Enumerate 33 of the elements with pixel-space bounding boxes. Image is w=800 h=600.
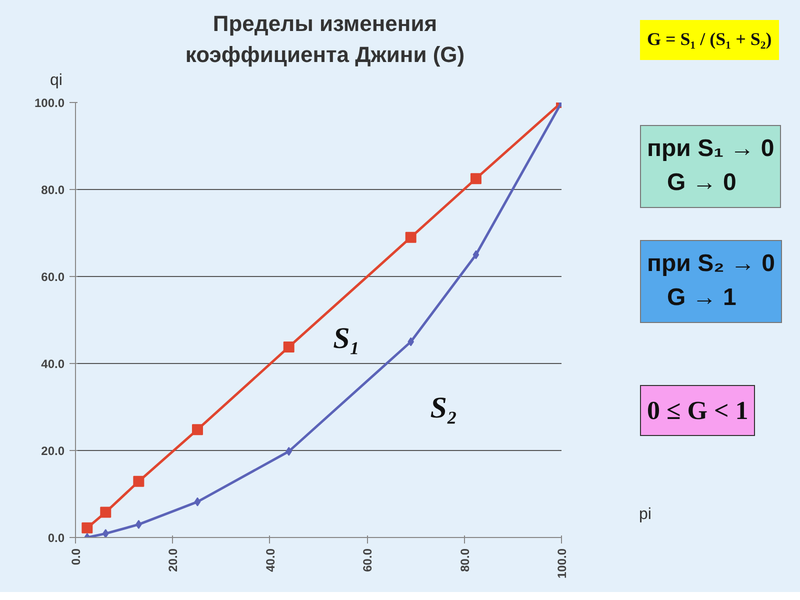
- point: [133, 476, 144, 487]
- point: [192, 424, 203, 436]
- x-tick-label: 20.0: [166, 548, 180, 572]
- point: [286, 446, 292, 456]
- text: 0 ≤ G < 1: [640, 385, 756, 436]
- point: [470, 173, 482, 184]
- annotation: S₂: [430, 391, 458, 424]
- x-axis-title: pi: [639, 506, 652, 523]
- y-axis-title: qi: [50, 72, 62, 89]
- y-tick-label: 40.0: [41, 357, 65, 371]
- x-tick-label: 0.0: [69, 548, 83, 566]
- y-tick-label: 80.0: [41, 183, 65, 197]
- y-tick-label: 60.0: [41, 270, 65, 284]
- point: [472, 250, 480, 260]
- x-tick-label: 80.0: [458, 548, 472, 572]
- point: [102, 529, 109, 538]
- y-tick-label: 0.0: [48, 531, 65, 545]
- y-tick-label: 100.0: [34, 96, 65, 110]
- point: [194, 497, 201, 506]
- text: G = S₁ / (S₁ + S₂): [640, 20, 779, 60]
- point: [408, 337, 414, 346]
- text: при S₂ → 0 G → 1: [640, 240, 782, 323]
- x-tick-label: 100.0: [555, 548, 569, 579]
- point: [283, 341, 294, 352]
- y-tick-label: 20.0: [41, 444, 65, 458]
- x-tick-label: 60.0: [360, 548, 375, 572]
- chart-title: Пределы изменения коэффициента Джини (G): [184, 10, 466, 70]
- text: при S₁ → 0 G → 0: [640, 125, 782, 208]
- point: [82, 522, 93, 534]
- point: [405, 232, 416, 243]
- point: [100, 506, 112, 518]
- x-tick-label: 40.0: [263, 548, 278, 572]
- annotation: S₁: [333, 322, 360, 355]
